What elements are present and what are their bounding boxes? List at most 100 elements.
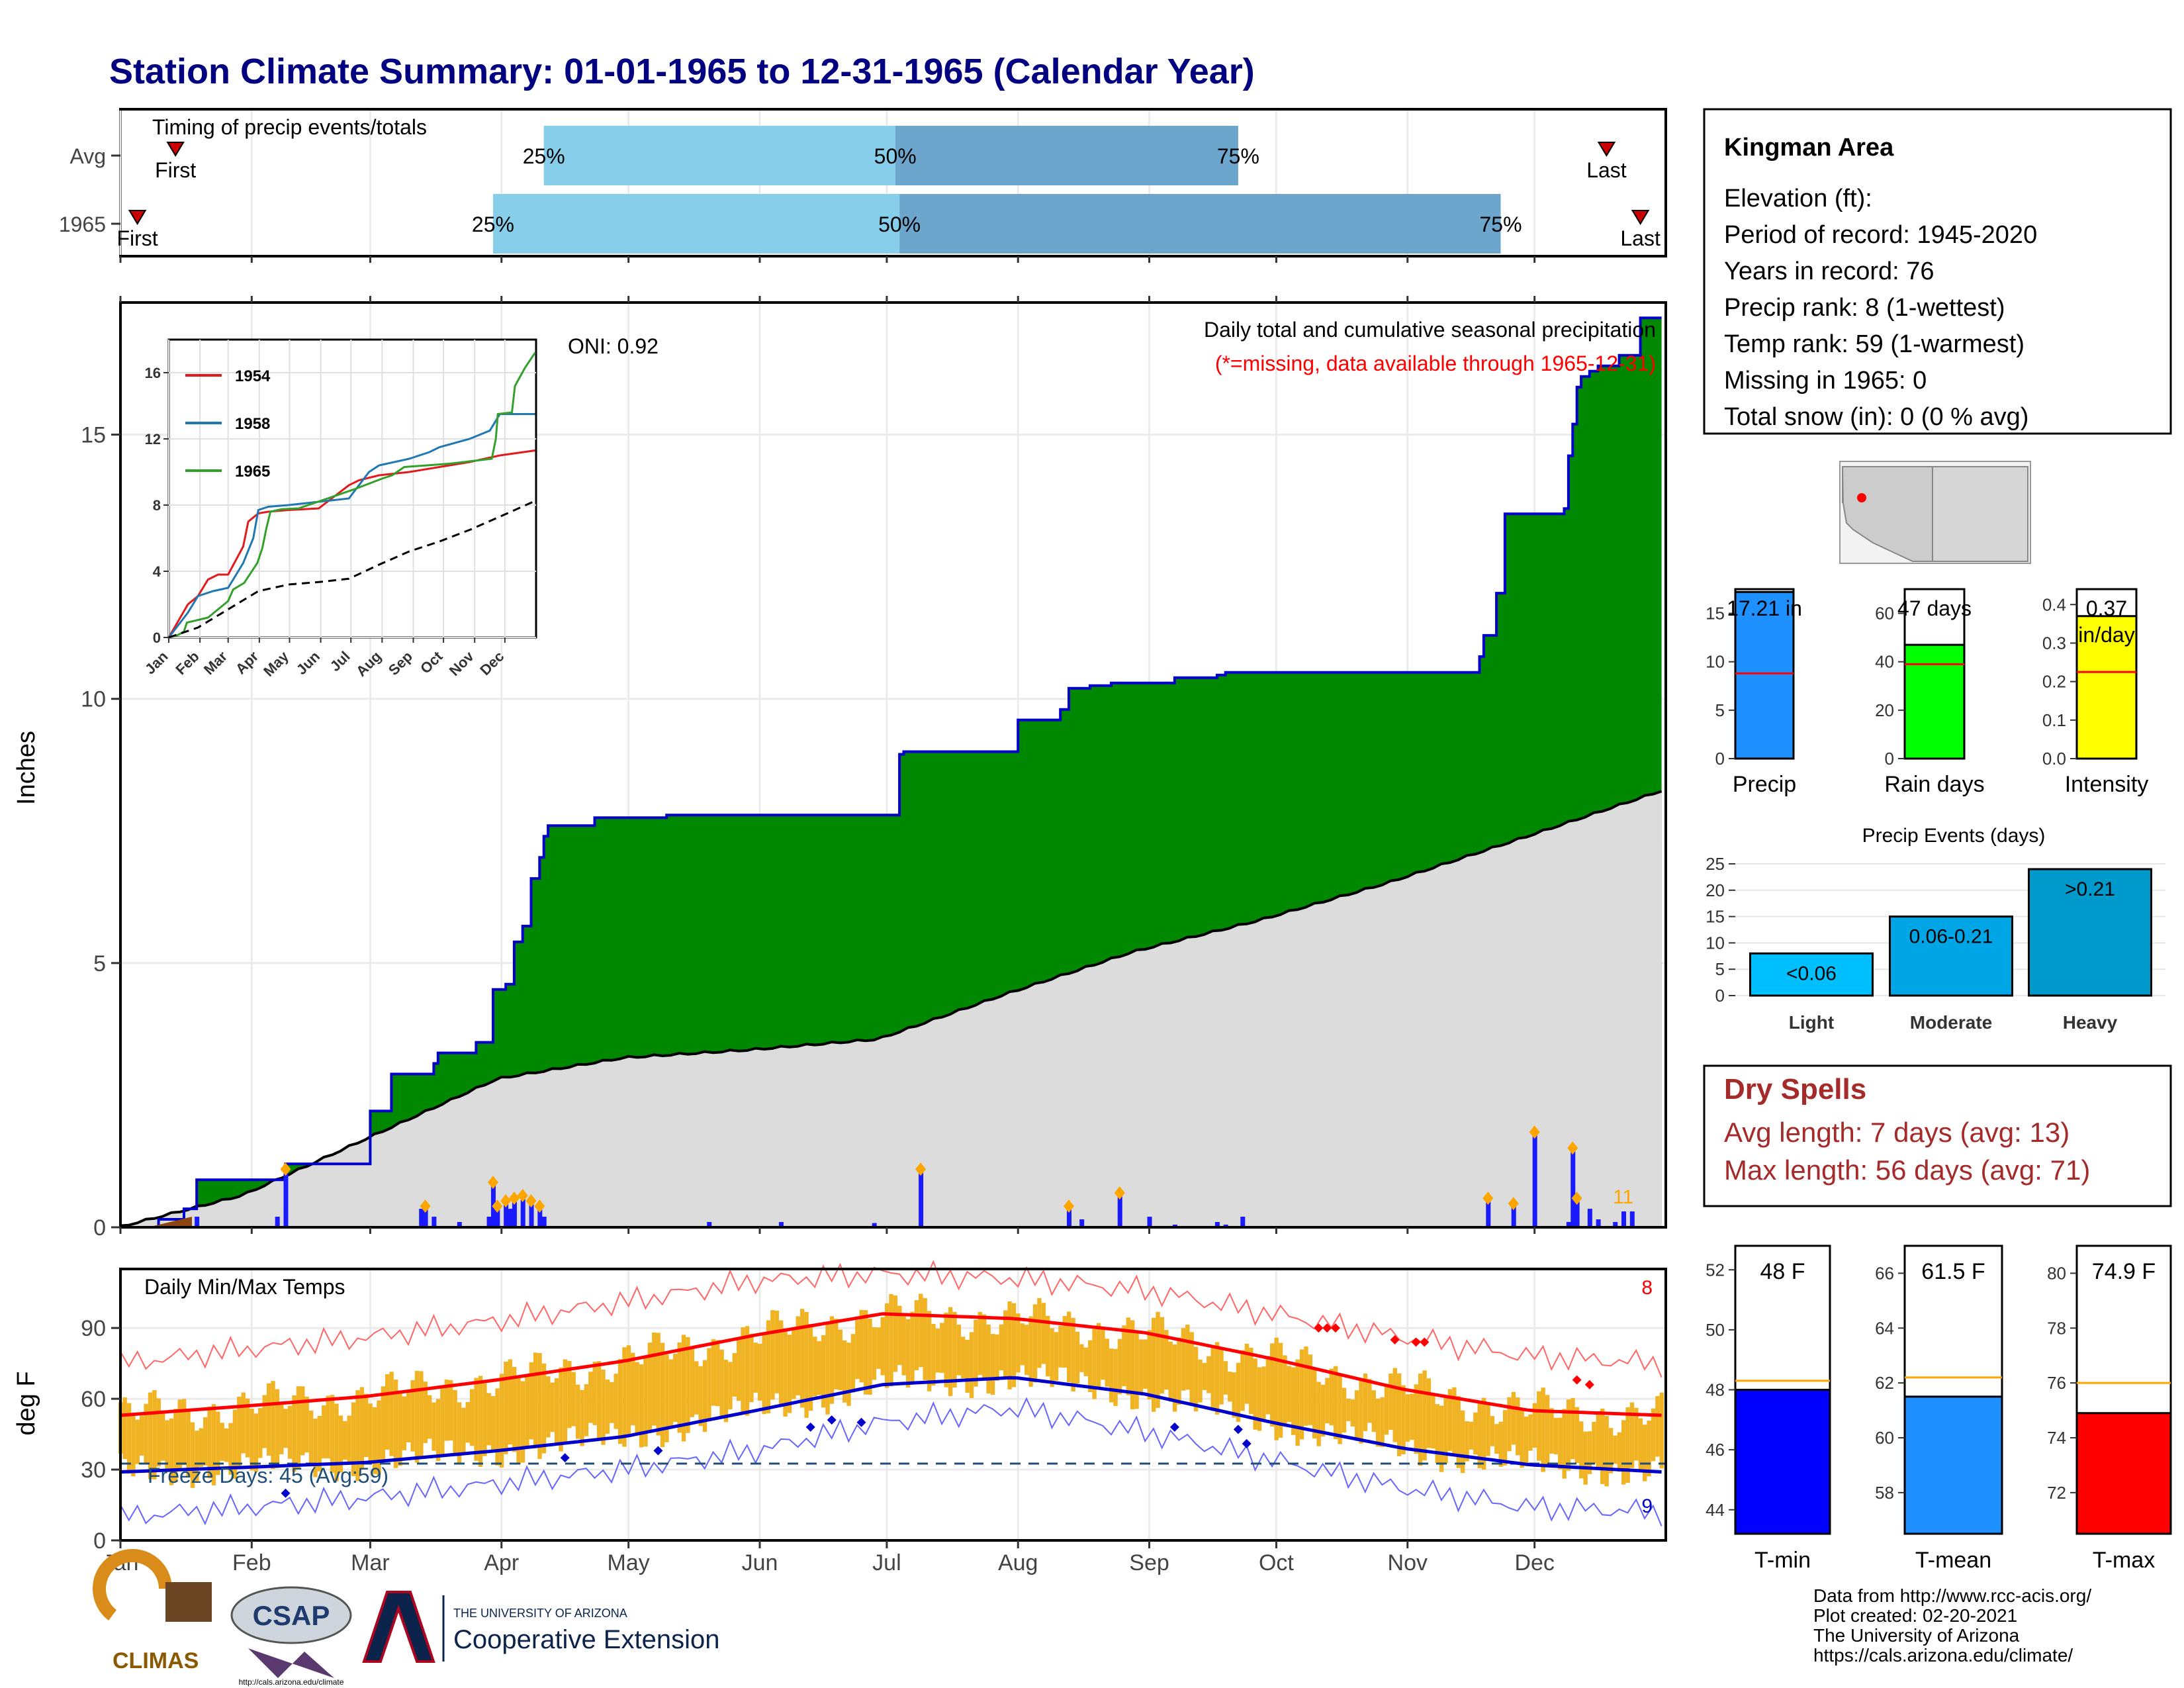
- daily-temp-bar: [1041, 1303, 1046, 1364]
- daily-temp-bar: [1583, 1431, 1588, 1485]
- daily-temp-bar: [1422, 1370, 1427, 1461]
- daily-temp-bar: [478, 1376, 483, 1467]
- daily-temp-bar: [588, 1372, 593, 1423]
- daily-temp-bar: [596, 1361, 602, 1440]
- daily-temp-bar: [1037, 1297, 1042, 1368]
- daily-temp-bar: [1574, 1407, 1580, 1463]
- daily-temp-bar: [1320, 1384, 1326, 1437]
- daily-temp-bar: [1096, 1323, 1101, 1389]
- daily-temp-bar: [1638, 1418, 1643, 1470]
- daily-temp-bar: [1265, 1356, 1271, 1415]
- daily-temp-bar: [469, 1389, 475, 1446]
- daily-temp-bar: [169, 1418, 174, 1485]
- daily-temp-bar: [1083, 1347, 1088, 1376]
- daily-temp-bar: [1456, 1395, 1461, 1468]
- summary-y-tick-label: 0.2: [2042, 672, 2066, 692]
- precip-y-tick-label: 0: [93, 1215, 106, 1241]
- precip-y-axis: 0 5 10 15: [81, 296, 1536, 1241]
- station-line: Precip rank: 8 (1-wettest): [1724, 294, 2005, 322]
- daily-temp-bar: [893, 1295, 898, 1372]
- daily-temp-bar: [351, 1402, 356, 1476]
- daily-temp-bar: [1185, 1325, 1190, 1390]
- daily-temp-bar: [347, 1415, 351, 1462]
- daily-temp-bar: [160, 1411, 165, 1461]
- summary-value-unit: in/day: [2078, 623, 2134, 647]
- daily-temp-bar: [228, 1423, 233, 1475]
- daily-precip-bar: [432, 1217, 437, 1227]
- freeze-days-label: Freeze Days: 45 (Avg:59): [148, 1464, 388, 1487]
- daily-precip-bar: [504, 1201, 509, 1227]
- daily-temp-bar: [292, 1395, 296, 1472]
- month-tick-label: Jun: [742, 1550, 778, 1575]
- month-tick-label: Aug: [998, 1550, 1038, 1575]
- daily-temp-bar: [1355, 1390, 1359, 1441]
- daily-temp-bar: [1261, 1366, 1266, 1419]
- daily-precip-bar: [508, 1209, 513, 1227]
- daily-temp-bar: [1236, 1362, 1241, 1422]
- daily-temp-bar: [1122, 1325, 1126, 1387]
- daily-temp-bar: [554, 1378, 559, 1443]
- daily-temp-bar: [1079, 1344, 1084, 1372]
- daily-temp-bar: [1105, 1338, 1109, 1387]
- daily-temp-bar: [1604, 1415, 1609, 1487]
- daily-precip-marker: [1529, 1125, 1540, 1139]
- station-info-box: Kingman Area Elevation (ft): Period of r…: [1703, 108, 2172, 435]
- climas-logo: CLIMAS: [93, 1549, 212, 1673]
- temp-summary-y-tick-label: 78: [2047, 1318, 2066, 1338]
- daily-precip-marker: [508, 1192, 520, 1205]
- daily-precip-bar: [529, 1201, 534, 1227]
- daily-temp-bar: [1138, 1339, 1144, 1395]
- precip-y-tick-label: 5: [93, 951, 106, 976]
- events-y-tick-label: 25: [1706, 854, 1725, 874]
- daily-temp-bar: [728, 1362, 733, 1409]
- summary-chart-intensity: 0.0 0.1 0.2 0.3 0.4 0.37 in/day Intensity: [2042, 588, 2148, 797]
- summary-y-tick-label: 0.1: [2042, 710, 2066, 730]
- climas-swirl: [93, 1549, 172, 1620]
- daily-temp-bar: [1210, 1346, 1215, 1409]
- daily-temp-bar: [1198, 1359, 1203, 1403]
- station-line: Missing in 1965: 0: [1724, 367, 1927, 395]
- precip-panel: 0 5 10 15 Inches Daily total and cumulative…: [13, 296, 1667, 1241]
- month-tick-label: Mar: [351, 1550, 390, 1575]
- daily-temp-bar: [961, 1336, 966, 1379]
- daily-precip-marker: [1482, 1192, 1494, 1205]
- daily-temp-bar: [135, 1419, 140, 1464]
- daily-temp-bar: [707, 1348, 711, 1421]
- daily-precip-bar: [778, 1222, 784, 1227]
- summary-y-tick-label: 0.4: [2042, 594, 2066, 614]
- csap-url: http://cals.arizona.edu/climate: [239, 1677, 344, 1687]
- daily-temp-bar: [1490, 1416, 1495, 1446]
- daily-temp-bar: [927, 1311, 932, 1391]
- daily-temp-bar: [914, 1300, 919, 1370]
- summary-y-tick-label: 0.0: [2042, 749, 2066, 769]
- station-location-dot: [1857, 493, 1866, 502]
- daily-temp-bar: [664, 1354, 669, 1442]
- daily-temp-bar: [199, 1428, 203, 1467]
- daily-precip-bar: [872, 1223, 877, 1227]
- daily-temp-bar: [1524, 1416, 1529, 1465]
- record-low-marker: [827, 1415, 837, 1425]
- temp-y-tick-label: 90: [81, 1316, 106, 1341]
- daily-temp-bar: [1016, 1313, 1021, 1373]
- daily-temp-bar: [872, 1327, 877, 1380]
- csap-text: CSAP: [253, 1600, 330, 1631]
- timing-rows: Avg 25% 50% 75% First Last 1965 25% 50% 75% First L…: [59, 126, 1661, 254]
- daily-temp-bar: [1452, 1387, 1457, 1454]
- daily-temp-bar: [173, 1409, 178, 1483]
- daily-temp-bar: [990, 1334, 995, 1395]
- credit-line: The University of Arizona: [1813, 1625, 2020, 1646]
- daily-temp-bar: [584, 1384, 589, 1436]
- daily-temp-bar: [1177, 1337, 1181, 1405]
- daily-temp-bar: [846, 1342, 851, 1406]
- daily-precip-bar: [1574, 1198, 1580, 1227]
- precip-frame: [119, 301, 1667, 1229]
- month-tick-label: Dec: [1514, 1550, 1554, 1575]
- inset-y-tick-label: 16: [145, 365, 161, 381]
- temp-frame: [119, 1268, 1667, 1542]
- events-bar-label: 0.06-0.21: [1909, 926, 1993, 948]
- month-tick-label: Apr: [484, 1550, 519, 1575]
- daily-precip-bar: [1511, 1203, 1516, 1227]
- record-low-marker: [560, 1453, 570, 1463]
- daily-temp-bar: [122, 1397, 127, 1460]
- daily-temp-bar: [207, 1406, 212, 1479]
